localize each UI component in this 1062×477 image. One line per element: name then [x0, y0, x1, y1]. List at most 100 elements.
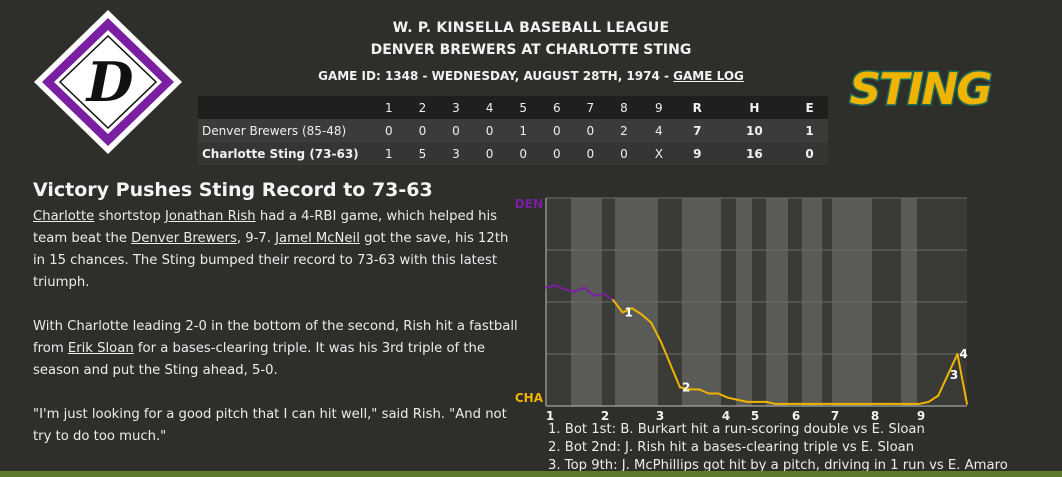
article-text: had a 4-RBI game, which helped his team … — [33, 209, 498, 246]
league-title: W. P. KINSELLA BASEBALL LEAGUE — [392, 20, 670, 36]
player-link[interactable]: Jonathan Rish — [165, 209, 256, 224]
article-paragraph: "I'm just looking for a good pitch that … — [33, 407, 507, 444]
win-probability-segment — [678, 386, 691, 391]
game-log-link[interactable]: GAME LOG — [673, 69, 744, 83]
inning-score: 0 — [539, 119, 574, 142]
inning-score: 2 — [607, 119, 641, 142]
inning-score: 0 — [539, 142, 574, 165]
chart-x-tick-label: 8 — [871, 409, 879, 423]
win-probability-segment — [765, 400, 777, 405]
linescore-table: 1 2 3 4 5 6 7 8 9 R H E Denver Brewers (… — [198, 96, 828, 165]
win-probability-segment — [946, 353, 959, 376]
inning-score: 0 — [506, 142, 540, 165]
hits-total: 10 — [717, 119, 792, 142]
article-text: got the save, his 12th in 15 chances. Th… — [33, 231, 509, 290]
win-probability-segment — [726, 396, 739, 401]
win-probability-segment — [611, 298, 624, 314]
win-probability-segment — [602, 292, 614, 301]
chart-annotation-label: 2 — [682, 380, 690, 394]
chart-notes: 1. Bot 1st: B. Burkart hit a run-scoring… — [548, 421, 1008, 475]
inning-header: 6 — [539, 96, 574, 119]
linescore-row-home: Charlotte Sting (73-63) 1 5 3 0 0 0 0 0 … — [198, 142, 828, 165]
logo-wordmark-text: STING — [849, 64, 991, 115]
runs-total: 7 — [676, 119, 718, 142]
win-probability-segment — [621, 307, 634, 314]
chart-x-tick-label: 2 — [601, 409, 609, 423]
linescore-header-row: 1 2 3 4 5 6 7 8 9 R H E — [198, 96, 828, 119]
logo-letter: D — [85, 50, 134, 114]
article-paragraph: Charlotte shortstop Jonathan Rish had a … — [33, 206, 518, 294]
player-link[interactable]: Erik Sloan — [67, 341, 134, 356]
inning-header: 1 — [372, 96, 406, 119]
chart-x-tick-label: 6 — [792, 409, 800, 423]
chart-x-tick-label: 1 — [546, 409, 554, 423]
win-probability-segment — [927, 394, 940, 403]
inning-score: 0 — [472, 142, 507, 165]
inning-score: 0 — [472, 119, 507, 142]
win-probability-segment — [640, 313, 653, 324]
team-name: Denver Brewers (85-48) — [198, 119, 372, 142]
inning-score: 0 — [439, 119, 473, 142]
inning-header: 9 — [640, 96, 677, 119]
hits-header: H — [717, 96, 792, 119]
inning-header: 7 — [573, 96, 608, 119]
inning-score: 0 — [405, 119, 440, 142]
team-link[interactable]: Denver Brewers — [131, 231, 237, 246]
inning-header: 3 — [439, 96, 473, 119]
chart-top-team-label: DEN — [515, 197, 543, 211]
grass-strip — [0, 471, 1062, 477]
win-probability-segment — [631, 307, 643, 316]
article-text: , 9-7. — [236, 231, 276, 246]
chart-annotation-label: 4 — [959, 347, 967, 361]
win-probability-segment — [669, 363, 681, 389]
errors-header: E — [791, 96, 828, 119]
chart-x-tick-label: 9 — [917, 409, 925, 423]
inning-header: 2 — [405, 96, 440, 119]
inning-header: 5 — [506, 96, 540, 119]
win-probability-segment — [545, 284, 557, 289]
linescore-row-away: Denver Brewers (85-48) 0 0 0 0 1 0 0 2 4… — [198, 119, 828, 142]
win-probability-segment — [717, 392, 729, 399]
team-logo-wordmark: STING — [848, 63, 994, 117]
inning-score: 0 — [607, 142, 641, 165]
win-probability-segment — [659, 340, 672, 366]
win-probability-segment — [573, 286, 586, 293]
win-probability-segment — [554, 284, 567, 291]
inning-score: X — [640, 142, 677, 165]
matchup-title: DENVER BREWERS AT CHARLOTTE STING — [370, 42, 692, 58]
chart-note: 3. Top 9th: J. McPhillips got hit by a p… — [548, 458, 1008, 473]
chart-note: 2. Bot 2nd: J. Rish hit a bases-clearing… — [548, 440, 915, 455]
inning-score: 1 — [372, 142, 406, 165]
inning-score: 0 — [372, 119, 406, 142]
game-info: GAME ID: 1348 - WEDNESDAY, AUGUST 28TH, … — [0, 69, 1062, 83]
chart-bottom-team-label: CHA — [515, 391, 544, 405]
errors-total: 1 — [791, 119, 828, 142]
errors-total: 0 — [791, 142, 828, 165]
runs-total: 9 — [676, 142, 718, 165]
chart-annotation-label: 3 — [950, 368, 958, 382]
inning-header: 4 — [472, 96, 507, 119]
hits-total: 16 — [717, 142, 792, 165]
article-text: With Charlotte leading 2-0 in the bottom… — [33, 319, 518, 356]
runs-header: R — [676, 96, 718, 119]
win-probability-segment — [937, 373, 949, 397]
chart-annotation-label: 1 — [625, 305, 633, 319]
team-column-header — [198, 96, 372, 119]
chart-note: 1. Bot 1st: B. Burkart hit a run-scoring… — [548, 422, 925, 437]
team-name: Charlotte Sting (73-63) — [198, 142, 372, 165]
win-probability-segment — [650, 321, 662, 343]
game-info-text: GAME ID: 1348 - WEDNESDAY, AUGUST 28TH, … — [318, 69, 674, 83]
inning-header: 8 — [607, 96, 641, 119]
win-probability-segment — [592, 292, 605, 297]
win-probability-segment — [564, 288, 576, 293]
win-probability-segment — [583, 286, 595, 297]
chart-x-tick-label: 7 — [831, 409, 839, 423]
team-link[interactable]: Charlotte — [33, 209, 95, 224]
chart-x-tick-label: 4 — [722, 409, 730, 423]
inning-score: 1 — [506, 119, 540, 142]
inning-score: 0 — [573, 142, 608, 165]
article-text: for a bases-clearing triple. It was his … — [33, 341, 485, 378]
player-link[interactable]: Jamel McNeil — [275, 231, 360, 246]
inning-score: 0 — [573, 119, 608, 142]
